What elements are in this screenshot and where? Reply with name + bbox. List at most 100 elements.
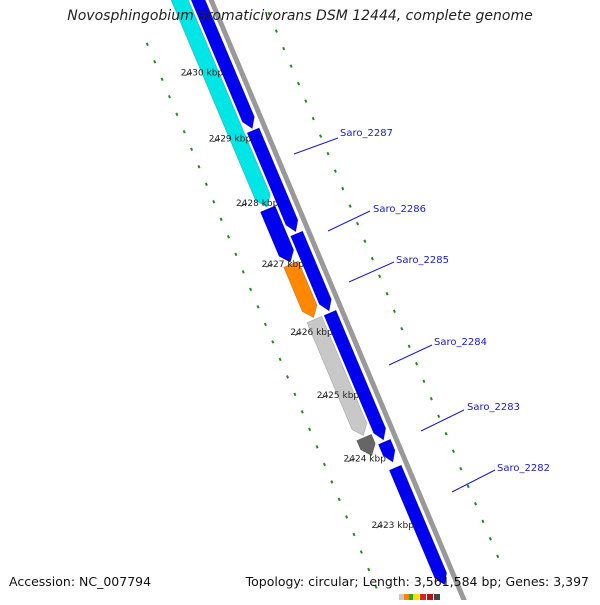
backbone-track <box>208 0 469 605</box>
gc-dot <box>212 200 216 204</box>
gc-dot <box>337 497 341 502</box>
gc-dot <box>249 287 253 292</box>
tick-mark <box>321 394 328 399</box>
gene-label: Saro_2284 <box>434 337 487 348</box>
gene-leader-line <box>388 344 433 366</box>
gene-leader-line <box>327 210 371 232</box>
gc-dot <box>496 554 500 559</box>
tick-label: 2427 kbp <box>262 260 305 270</box>
gc-dot <box>437 414 441 419</box>
gc-dot <box>304 99 308 103</box>
gc-dot <box>459 467 463 471</box>
gc-dot <box>407 344 411 348</box>
gc-dot <box>153 59 157 64</box>
cds-arrow <box>323 309 387 441</box>
tick-label: 2423 kbp <box>372 521 415 531</box>
gene-leader-line <box>451 469 496 493</box>
ring-segment <box>434 594 440 600</box>
gc-dot <box>308 427 312 432</box>
gc-dot <box>182 129 186 134</box>
gc-dot <box>315 445 319 449</box>
gc-dot <box>422 379 426 384</box>
cds-arrow <box>246 127 299 233</box>
tick-label: 2430 kbp <box>181 68 224 78</box>
gc-dot <box>271 340 275 344</box>
gc-dot <box>256 305 260 309</box>
ring-segment <box>399 594 405 600</box>
gc-dot <box>429 396 433 401</box>
gc-dot <box>400 326 404 331</box>
tick-label: 2424 kbp <box>344 454 387 464</box>
gc-dot <box>296 81 300 86</box>
gc-dot <box>175 112 179 117</box>
gc-dot <box>415 361 419 366</box>
gc-dot <box>241 270 245 274</box>
gc-dot <box>145 42 149 46</box>
gene-label: Saro_2287 <box>340 128 393 139</box>
tick-mark <box>347 458 355 462</box>
ring-segment <box>413 594 419 600</box>
tick-label: 2429 kbp <box>209 135 252 145</box>
gc-dot <box>359 550 363 554</box>
gc-dot <box>352 532 356 537</box>
tick-label: 2425 kbp <box>317 391 360 401</box>
cds-arrow <box>260 205 295 263</box>
gene-leader-line <box>420 409 465 432</box>
tick-label: 2426 kbp <box>290 328 333 338</box>
cds-arrow-gray <box>306 316 368 437</box>
gc-dot <box>289 64 293 68</box>
gc-dot <box>293 392 297 397</box>
cds-arrow <box>378 438 396 463</box>
gc-dot <box>392 309 396 313</box>
gc-dot <box>226 235 230 239</box>
gc-dot <box>274 29 278 33</box>
gc-dot <box>322 462 326 467</box>
tick-mark <box>240 203 248 207</box>
tick-label: 2428 kbp <box>236 199 279 209</box>
gc-dot <box>474 502 478 506</box>
cds-track <box>170 0 448 586</box>
gc-dot <box>330 480 334 484</box>
gc-dot <box>370 256 374 261</box>
gc-skew-track <box>145 11 500 605</box>
gc-dot <box>466 484 470 489</box>
gc-dot <box>348 204 352 208</box>
gc-dot <box>286 375 290 379</box>
ring-segment <box>420 594 426 600</box>
gene-label-track: Saro_2287 Saro_2286 Saro_2285 Saro_2284 Saro… <box>293 128 550 493</box>
gc-dot <box>319 134 323 138</box>
gene-label: Saro_2283 <box>467 402 520 413</box>
map-title: Novosphingobium aromaticivorans DSM 1244… <box>67 8 533 24</box>
gc-dot <box>451 449 455 454</box>
gc-dot <box>311 116 315 121</box>
gc-dot <box>363 239 367 243</box>
cds-arrow-highlight <box>170 0 271 208</box>
gc-dot <box>378 274 382 278</box>
ring-segment <box>404 594 410 600</box>
gc-dot <box>300 410 304 414</box>
gene-label: Saro_2286 <box>373 204 426 215</box>
cds-arrow-orange <box>283 260 318 319</box>
gc-dot <box>374 585 378 589</box>
tick-mark <box>375 524 383 529</box>
tick-mark <box>294 332 302 336</box>
gc-dot <box>267 11 271 16</box>
cds-arrow <box>290 230 332 312</box>
gc-dot <box>278 357 282 362</box>
gc-dot <box>367 567 371 572</box>
gc-dot <box>444 432 448 436</box>
gene-label: Saro_2282 <box>497 463 550 474</box>
ring-segment <box>409 594 415 600</box>
tick-mark <box>185 72 193 76</box>
gc-dot <box>263 322 267 327</box>
backbone-line <box>208 0 469 605</box>
tick-mark <box>265 263 273 268</box>
cds-arrow <box>388 464 448 586</box>
gene-label: Saro_2285 <box>396 255 449 266</box>
gc-dot <box>481 519 485 524</box>
cds-arrow <box>190 0 255 130</box>
gc-dot <box>488 537 492 541</box>
cds-arrow-gray <box>356 433 376 457</box>
